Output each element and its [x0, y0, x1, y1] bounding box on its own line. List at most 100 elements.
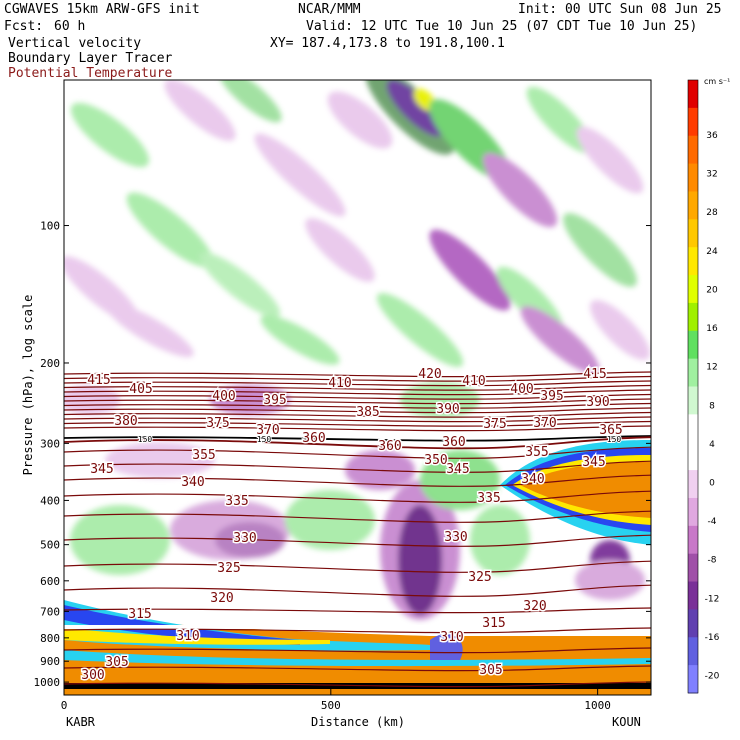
- theta-label: 405: [129, 382, 152, 397]
- theta-contour: [64, 560, 651, 573]
- colorbar-label: 32: [706, 170, 717, 180]
- theta-contour: [64, 389, 651, 396]
- colorbar-swatch: [688, 470, 698, 499]
- theta-label: 385: [356, 405, 379, 420]
- colorbar-swatch: [688, 163, 698, 192]
- theta-contour: [64, 647, 651, 654]
- endpoint-right: KOUN: [612, 715, 641, 729]
- theta-label: 380: [114, 414, 137, 429]
- colorbar-label: -16: [705, 633, 720, 643]
- plot-frame: [63, 79, 652, 696]
- theta-contour: [64, 416, 651, 423]
- colorbar-label: -4: [708, 517, 717, 527]
- colorbar-label: -8: [708, 556, 717, 566]
- theta-label: 360: [302, 431, 325, 446]
- theta-label: 150: [257, 435, 272, 444]
- colorbar-label: -12: [705, 594, 720, 604]
- theta-contour: [64, 411, 651, 418]
- theta-label: 345: [90, 462, 113, 477]
- colorbar-swatch: [688, 275, 698, 304]
- theta-contour: [64, 384, 651, 391]
- x-axis-label: Distance (km): [311, 715, 405, 729]
- theta-label: 400: [212, 389, 235, 404]
- theta-label: 360: [442, 435, 465, 450]
- theta-label: 300: [81, 668, 104, 683]
- colorbar-label: 24: [706, 247, 718, 257]
- theta-contour: [64, 375, 651, 382]
- cross-section-xy: XY= 187.4,173.8 to 191.8,100.1: [270, 36, 505, 51]
- theta-label: 320: [523, 599, 546, 614]
- theta-label: 345: [446, 462, 469, 477]
- colorbar-swatch: [688, 637, 698, 666]
- model-title: CGWAVES 15km ARW-GFS init: [4, 2, 200, 17]
- theta-contour: [64, 407, 651, 414]
- colorbar-swatch: [688, 414, 698, 443]
- theta-label: 310: [176, 629, 199, 644]
- endpoint-left: KABR: [66, 715, 96, 729]
- colorbar-label: -20: [705, 672, 720, 682]
- forecast-label: Fcst:: [4, 19, 44, 34]
- theta-label: 305: [105, 655, 128, 670]
- theta-label: 410: [462, 374, 485, 389]
- colorbar-swatch: [688, 665, 698, 694]
- init-time: Init: 00 UTC Sun 08 Jun 25: [518, 2, 722, 17]
- theta-contour: [64, 510, 651, 523]
- colorbar-swatch: [688, 330, 698, 360]
- theta-contour: [64, 681, 651, 688]
- theta-contour: [64, 490, 651, 503]
- colorbar-swatch: [688, 219, 698, 248]
- theta-label: 345: [582, 455, 605, 470]
- theta-label: 395: [263, 393, 286, 408]
- colorbar-swatch: [688, 553, 698, 583]
- theta-label: 330: [444, 530, 467, 545]
- colorbar-swatch: [688, 191, 698, 220]
- theta-label: 315: [128, 607, 151, 622]
- theta-label: 415: [87, 373, 110, 388]
- colorbar-swatch: [688, 107, 698, 137]
- theta-label: 375: [483, 417, 506, 432]
- theta-contour: [64, 627, 651, 634]
- theta-label: 305: [479, 663, 502, 678]
- colorbar: 36 32 28 24 20 16 12 8 4 0 -4 -8 -12 -16 -20: [687, 79, 720, 694]
- theta-contour: [64, 398, 651, 405]
- plot-background: [64, 80, 651, 695]
- theta-label: 320: [210, 591, 233, 606]
- colorbar-swatch: [688, 302, 698, 332]
- x-axis: 0 500 1000: [61, 689, 611, 712]
- theta-label: 370: [256, 423, 279, 438]
- valid-time: Valid: 12 UTC Tue 10 Jun 25 (07 CDT Tue …: [306, 19, 698, 34]
- potential-temperature-contours: [64, 371, 651, 688]
- theta-label: 390: [586, 395, 609, 410]
- colorbar-label: 8: [709, 401, 715, 411]
- theta-contour: [64, 607, 651, 614]
- x-tick-label: 0: [61, 699, 68, 712]
- theta-contour: [64, 534, 651, 547]
- theta-contour: [64, 665, 651, 672]
- field-vertical-velocity: Vertical velocity: [8, 36, 142, 51]
- potential-temperature-labels: 415 405 400 395 410 420 410 400 395 415 390 380 375 3…: [80, 366, 624, 685]
- colorbar-units: cm s⁻¹: [704, 77, 730, 86]
- y-tick-label: 400: [40, 494, 60, 507]
- theta-contour: [64, 435, 651, 442]
- theta-contour: [64, 393, 651, 400]
- y-tick-label: 100: [40, 220, 60, 233]
- colorbar-swatch: [688, 442, 698, 471]
- theta-label: 310: [440, 630, 463, 645]
- theta-label: 390: [436, 402, 459, 417]
- colorbar-label: 0: [709, 479, 715, 489]
- colorbar-swatch: [688, 135, 698, 165]
- theta-contour: [64, 402, 651, 409]
- y-tick-label: 600: [40, 575, 60, 588]
- theta-contour: [64, 420, 651, 427]
- theta-label: 365: [599, 423, 622, 438]
- y-axis-label: Pressure (hPa), log scale: [21, 295, 35, 476]
- y-tick-label: 300: [40, 437, 60, 450]
- y-axis: 100 200 300 400 500 600 700 800 900 1000: [34, 220, 651, 689]
- theta-label: 340: [181, 475, 204, 490]
- theta-contour: [64, 425, 651, 432]
- theta-contour: [64, 446, 651, 459]
- y-tick-label: 500: [40, 539, 60, 552]
- theta-label: 375: [206, 416, 229, 431]
- colorbar-label: 36: [706, 131, 718, 141]
